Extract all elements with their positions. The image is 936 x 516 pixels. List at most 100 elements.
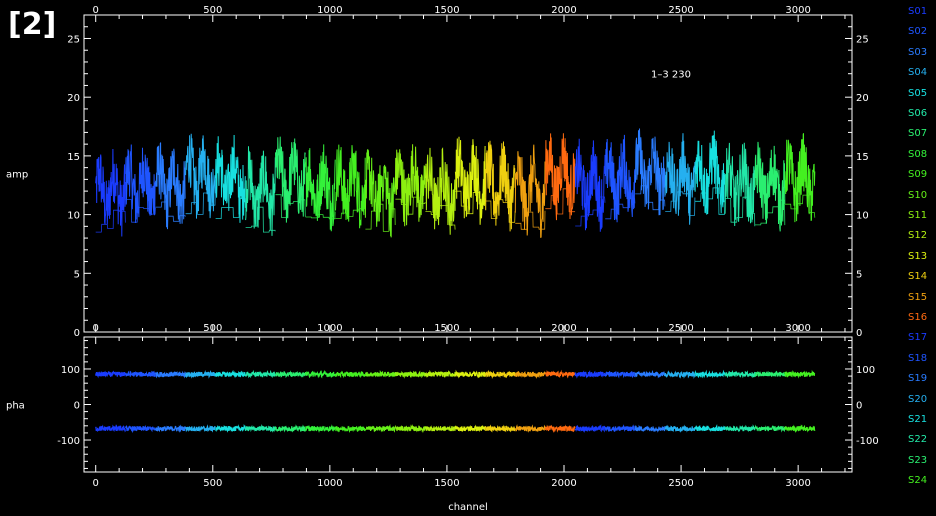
legend-entry-S24: S24 [908, 475, 928, 487]
pha-line-S08-1 [304, 424, 336, 433]
y-tick-label-left: 100 [61, 365, 80, 376]
x-tick-label: 3000 [785, 478, 810, 489]
x-tick-label: 2500 [668, 478, 693, 489]
pha-line-S21-1 [694, 424, 726, 433]
legend-entry-S01: S01 [908, 6, 928, 17]
y-tick-label-right: -100 [856, 436, 879, 447]
x-tick-label: 1500 [434, 5, 459, 16]
pha-line-S10-1 [364, 423, 396, 433]
y-tick-label-right: 20 [856, 93, 869, 104]
x-tick-label: 500 [203, 323, 222, 334]
pha-line-S15-1 [514, 424, 546, 433]
legend-entry-S08: S08 [908, 148, 928, 160]
y-tick-label-left: 20 [67, 93, 80, 104]
amp-line-S01 [95, 148, 126, 237]
x-tick-label: 2500 [668, 5, 693, 16]
pha-line-S19-0 [634, 370, 666, 379]
pha-line-S23-1 [754, 424, 786, 433]
y-axis-label: pha [6, 401, 25, 412]
pha-line-S22-1 [724, 424, 756, 433]
y-tick-label-left: 5 [74, 269, 80, 280]
x-tick-label: 1500 [434, 478, 459, 489]
x-axis-label-group: channel [448, 502, 488, 513]
legend-entry-S11: S11 [908, 210, 928, 221]
y-tick-label-right: 0 [856, 401, 862, 412]
pha-line-S06-1 [245, 424, 276, 433]
amp-line-S18 [604, 134, 636, 223]
pha-line-S05-0 [215, 369, 246, 379]
x-tick-label: 2000 [551, 5, 576, 16]
legend-entry-S15: S15 [908, 291, 928, 303]
pha-line-S03-1 [155, 424, 186, 433]
y-axis-label: amp [6, 170, 28, 181]
amp-line-S24 [784, 133, 816, 223]
y-tick-label-right: 0 [856, 328, 862, 339]
x-tick-label: 2500 [668, 323, 693, 334]
x-tick-label: 1500 [434, 323, 459, 334]
amp-line-S20 [664, 133, 696, 225]
pha-line-S14-1 [484, 424, 516, 433]
pha-line-S18-1 [604, 424, 636, 433]
amp-line-S03 [155, 142, 186, 230]
legend-entry-S06: S06 [908, 108, 928, 119]
y-tick-label-left: 10 [67, 211, 80, 222]
amp-line-S23 [754, 141, 786, 232]
y-tick-label-right: 25 [856, 34, 869, 45]
pha-line-S13-1 [454, 424, 486, 433]
pha-line-S10-0 [364, 369, 396, 378]
pha-line-S14-0 [484, 369, 516, 379]
legend-entry-S03: S03 [908, 46, 928, 58]
pha-line-S12-0 [424, 369, 456, 378]
panel-number-badge: [2] [8, 7, 57, 42]
y-tick-label-right: 10 [856, 211, 869, 222]
amp-line-S10 [364, 149, 396, 238]
x-tick-label: 2000 [551, 323, 576, 334]
pha-line-S05-1 [215, 424, 246, 433]
x-axis-label: channel [448, 502, 488, 513]
legend-entry-S04: S04 [908, 67, 928, 79]
pha-line-S03-0 [155, 370, 186, 379]
amp-line-S06 [245, 146, 276, 236]
legend-entry-S23: S23 [908, 454, 928, 466]
legend-entry-S05: S05 [908, 87, 928, 99]
legend-entry-S02: S02 [908, 26, 928, 38]
pha-line-S04-1 [185, 424, 216, 433]
x-tick-label: 2000 [551, 478, 576, 489]
amp-panel: 0 500 1000 1500 2000 2500 3000 0 0 5 5 10 10 15 15 20 20… [6, 5, 869, 339]
y-tick-label-left: 15 [67, 152, 80, 163]
pha-line-S06-0 [245, 369, 276, 379]
x-tick-label: 1000 [317, 323, 342, 334]
legend-entry-S07: S07 [908, 128, 928, 140]
pha-line-S21-0 [694, 369, 726, 379]
amp-model-S18 [605, 197, 636, 220]
amp-model-S05 [215, 198, 246, 219]
amp-line-S21 [694, 130, 726, 215]
amp-line-S09 [335, 144, 366, 229]
amp-line-S12 [424, 147, 456, 235]
pha-line-S02-1 [125, 424, 156, 434]
y-tick-label-right: 15 [856, 152, 869, 163]
x-tick-label: 1000 [317, 478, 342, 489]
baseline-annotation: 1–3 230 [651, 70, 691, 81]
amp-line-S15 [514, 144, 546, 239]
pha-line-S09-0 [334, 370, 366, 379]
pha-line-S07-1 [274, 424, 306, 433]
x-tick-label: 0 [93, 5, 99, 16]
pha-line-S07-0 [275, 370, 306, 379]
plot-frame [83, 14, 853, 333]
x-tick-label: 0 [93, 323, 99, 334]
x-tick-label: 1000 [317, 5, 342, 16]
y-tick-label-right: 5 [856, 269, 862, 280]
legend-entry-S19: S19 [908, 373, 928, 385]
pha-line-S02-0 [125, 370, 156, 377]
legend-entry-S16: S16 [908, 312, 928, 323]
pha-line-S01-1 [95, 424, 126, 433]
x-tick-label: 3000 [785, 5, 810, 16]
pha-line-S20-0 [664, 370, 696, 379]
legend-entry-S14: S14 [908, 271, 928, 283]
pha-line-S18-0 [604, 370, 636, 379]
pha-line-S09-1 [334, 425, 366, 433]
amp-model-S09 [335, 203, 366, 219]
amp-line-S14 [484, 140, 516, 232]
